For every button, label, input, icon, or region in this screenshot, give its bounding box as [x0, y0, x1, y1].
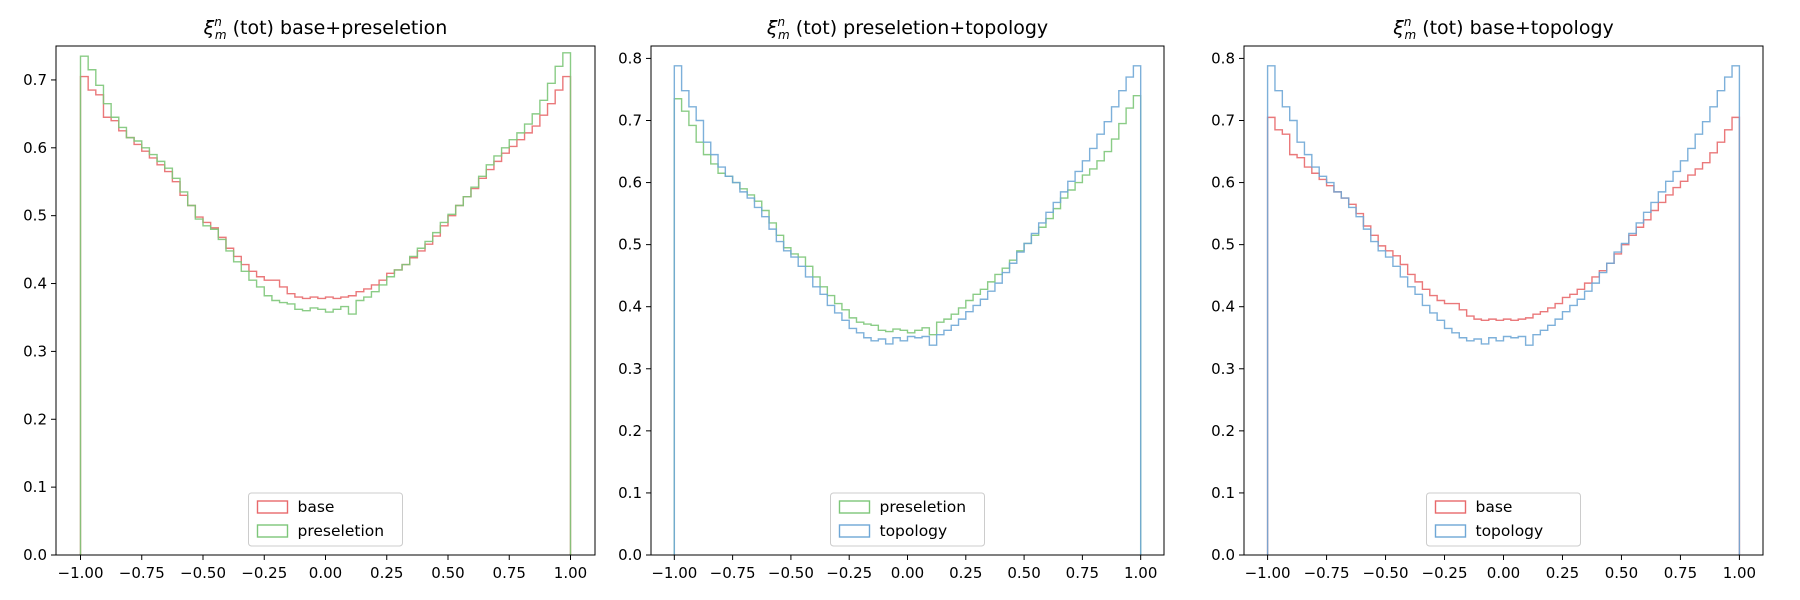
y-tick-label: 0.0 [618, 546, 642, 564]
x-tick-label: −1.00 [58, 564, 104, 582]
y-tick-label: 0.3 [618, 360, 642, 378]
chart-title: ξn m (tot) base+topology [1392, 15, 1614, 42]
x-tick-label: 1.00 [1723, 564, 1756, 582]
y-tick-label: 0.0 [23, 546, 47, 564]
x-tick-label: −0.75 [710, 564, 756, 582]
series-topology-step [1266, 65, 1741, 555]
x-tick-label: −1.00 [1245, 564, 1291, 582]
x-tick-label: 0.00 [1487, 564, 1520, 582]
y-tick-label: 0.6 [23, 139, 47, 157]
legend-swatch-base [1434, 500, 1467, 514]
x-tick-label: −0.50 [180, 564, 226, 582]
legend-label-topology: topology [880, 522, 948, 540]
legend-label-preseletion: preseletion [880, 498, 967, 516]
y-tick-label: 0.6 [618, 174, 642, 192]
y-tick-label: 0.5 [23, 207, 47, 225]
panel-1: −1.00 −0.75 −0.50 −0.25 0.00 0.25 0.50 0.75 1.00… [23, 15, 596, 582]
y-tick-label: 0.4 [618, 298, 642, 316]
x-tick-label: 0.50 [1007, 564, 1040, 582]
legend-label-base: base [1476, 498, 1513, 516]
y-tick-label: 0.4 [23, 275, 47, 293]
x-tick-label: 0.75 [1066, 564, 1099, 582]
x-tick-label: −0.25 [826, 564, 872, 582]
legend-swatch-preseletion [256, 524, 289, 538]
legend-swatch-preseletion [838, 500, 871, 514]
panel-3: −1.00 −0.75 −0.50 −0.25 0.00 0.25 0.50 0.75 1.00… [1211, 15, 1764, 582]
x-tick-label: 0.25 [370, 564, 403, 582]
y-tick-label: 0.0 [1211, 546, 1235, 564]
x-tick-label: −0.75 [1304, 564, 1350, 582]
y-tick-label: 0.5 [618, 236, 642, 254]
y-tick-label: 0.3 [1211, 360, 1235, 378]
y-tick-label: 0.7 [1211, 111, 1235, 129]
y-tick-label: 0.6 [1211, 174, 1235, 192]
y-tick-label: 0.2 [1211, 422, 1235, 440]
x-tick-label: 0.25 [1546, 564, 1579, 582]
y-tick-label: 0.4 [1211, 298, 1235, 316]
legend-label-base: base [298, 498, 335, 516]
legend-label-preseletion: preseletion [298, 522, 385, 540]
x-tick-label: 0.50 [1605, 564, 1638, 582]
legend: preseletion topology [830, 492, 985, 547]
x-tick-label: −0.75 [119, 564, 165, 582]
legend-swatch-topology [838, 524, 871, 538]
y-tick-label: 0.5 [1211, 236, 1235, 254]
x-tick-label: 0.00 [309, 564, 342, 582]
x-tick-label: −0.25 [1422, 564, 1468, 582]
x-tick-label: 1.00 [1124, 564, 1157, 582]
chart-title: ξn m (tot) preseletion+topology [766, 15, 1048, 42]
y-tick-label: 0.7 [618, 111, 642, 129]
x-tick-label: −0.50 [1363, 564, 1409, 582]
x-tick-label: 0.75 [493, 564, 526, 582]
y-tick-label: 0.1 [618, 484, 642, 502]
y-tick-label: 0.8 [618, 49, 642, 67]
legend: base topology [1426, 492, 1581, 547]
series-base-step [79, 75, 572, 555]
y-tick-label: 0.1 [1211, 484, 1235, 502]
x-tick-label: 1.00 [554, 564, 587, 582]
x-tick-label: 0.25 [949, 564, 982, 582]
x-tick-label: −0.25 [241, 564, 287, 582]
panel-2: −1.00 −0.75 −0.50 −0.25 0.00 0.25 0.50 0.75 1.00… [618, 15, 1165, 582]
legend-swatch-base [256, 500, 289, 514]
y-tick-label: 0.2 [618, 422, 642, 440]
y-tick-label: 0.7 [23, 71, 47, 89]
legend: base preseletion [248, 492, 403, 547]
legend-swatch-topology [1434, 524, 1467, 538]
y-tick-label: 0.8 [1211, 49, 1235, 67]
x-tick-label: −1.00 [651, 564, 697, 582]
x-tick-label: 0.50 [431, 564, 464, 582]
y-tick-label: 0.1 [23, 478, 47, 496]
chart-title: ξn m (tot) base+preseletion [203, 15, 448, 42]
series-preseletion-step [673, 94, 1142, 555]
x-tick-label: 0.00 [891, 564, 924, 582]
series-topology-step [673, 65, 1142, 555]
x-tick-label: 0.75 [1664, 564, 1697, 582]
x-tick-label: −0.50 [768, 564, 814, 582]
y-tick-label: 0.3 [23, 342, 47, 360]
legend-label-topology: topology [1476, 522, 1544, 540]
series-preseletion-step [79, 52, 572, 555]
y-tick-label: 0.2 [23, 410, 47, 428]
